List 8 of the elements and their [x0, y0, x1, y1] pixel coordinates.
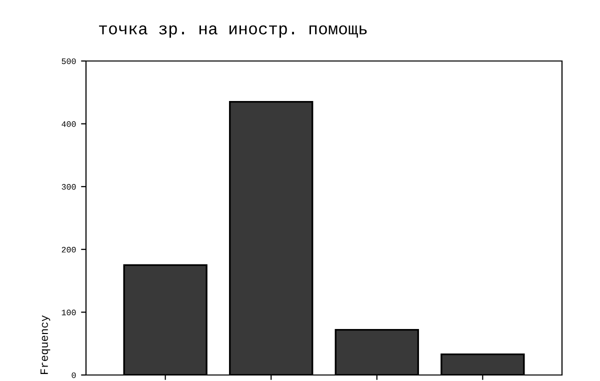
y-tick-label: 300 — [62, 184, 76, 190]
y-tick-label: 0 — [72, 372, 76, 378]
y-axis-title: Frequency — [40, 315, 50, 374]
y-tick-label: 100 — [62, 310, 76, 316]
y-tick-label: 500 — [62, 58, 76, 64]
y-tick-label: 400 — [62, 121, 76, 127]
y-tick-label: 200 — [62, 246, 76, 252]
chart-title: точка зр. на иностр. помощь — [99, 25, 367, 38]
